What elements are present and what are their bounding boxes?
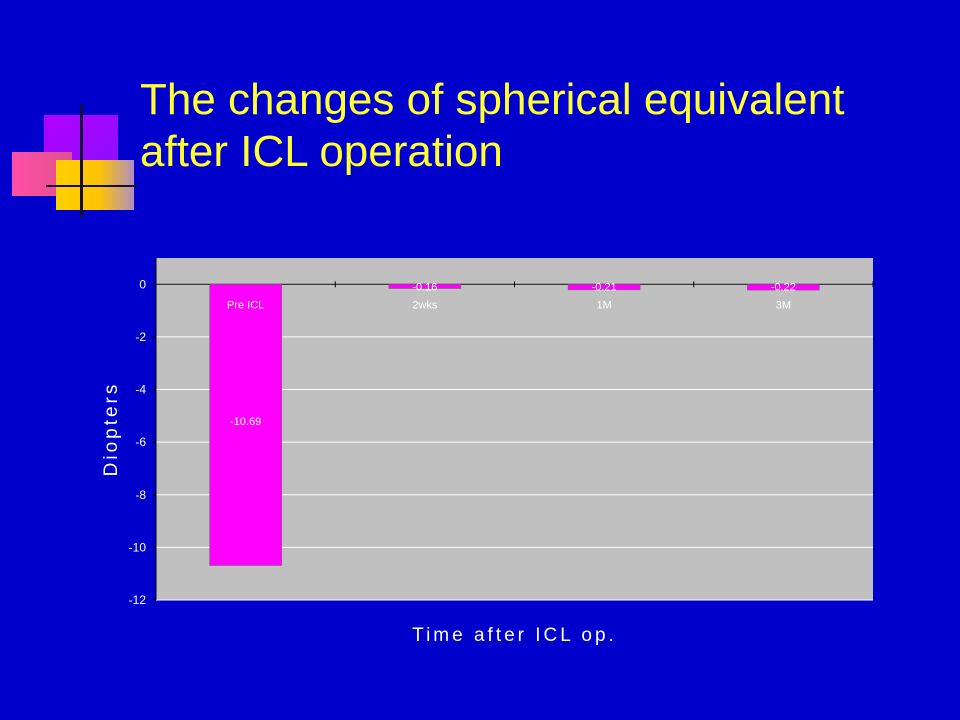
data-label: -0.21 — [592, 281, 617, 293]
y-tick-label: -4 — [135, 383, 146, 397]
deco-vertical-line — [80, 104, 83, 218]
x-tick-label: 3M — [776, 299, 791, 311]
y-tick-label: -10 — [129, 540, 147, 554]
x-tick-label: Pre ICL — [227, 299, 264, 311]
data-label: -0.22 — [771, 281, 796, 293]
y-tick-label: -8 — [135, 488, 146, 502]
y-tick-label: -2 — [135, 330, 146, 344]
deco-horizontal-line — [46, 185, 138, 187]
bar-2wks — [388, 284, 462, 289]
bar-1m — [567, 284, 641, 291]
y-tick-label: 0 — [139, 277, 146, 291]
slide-title: The changes of spherical equivalent afte… — [140, 75, 845, 176]
data-label: -10.69 — [230, 416, 261, 428]
x-tick-label: 1M — [596, 299, 611, 311]
bar-pre-icl — [209, 284, 282, 566]
bar-3m — [747, 284, 820, 291]
data-label: -0.16 — [412, 281, 437, 293]
y-tick-label: -6 — [135, 435, 146, 449]
y-axis-title: Diopters — [101, 382, 122, 477]
x-tick-label: 2wks — [412, 299, 438, 311]
x-axis-title: Time after ICL op. — [412, 625, 617, 646]
y-tick-label: -12 — [129, 593, 147, 607]
